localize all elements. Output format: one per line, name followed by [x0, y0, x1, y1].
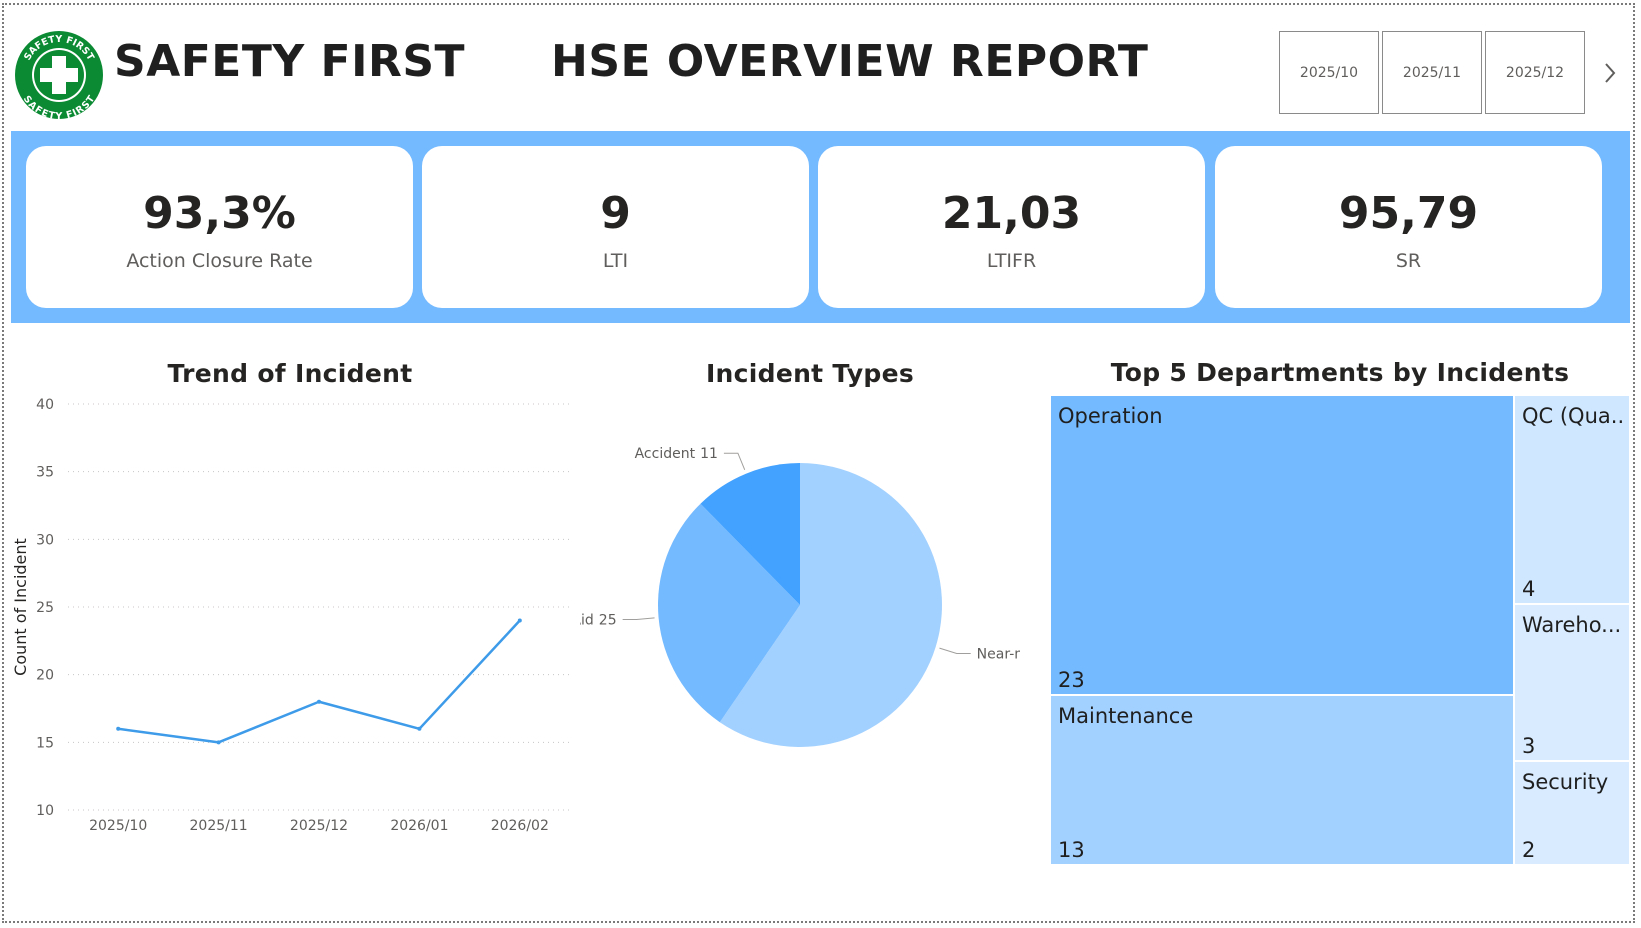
treemap-cell-value: 13 [1058, 837, 1085, 862]
treemap-cell-label: Operation [1058, 404, 1163, 428]
kpi-value: 95,79 [1338, 188, 1479, 239]
trend-line-chart[interactable]: 10 15 20 25 30 35 40 2025/10 2025/11 2025/12 2026/… [0, 390, 580, 870]
data-point [317, 699, 321, 704]
safety-first-logo: SAFETY FIRST SAFETY FIRST [15, 31, 103, 120]
treemap-cell[interactable]: Maintenance 13 [1050, 695, 1514, 865]
pie-data-label: Near-miss53 [977, 646, 1020, 662]
data-point [517, 618, 522, 623]
pie-label-category: First Aid [580, 612, 594, 628]
treemap-cell-value: 23 [1058, 668, 1085, 693]
treemap-cell[interactable]: Security 2 [1514, 760, 1630, 865]
kpi-card-ltifr[interactable]: 21,03 LTIFR [818, 146, 1205, 308]
pie-label-category: Accident [635, 446, 696, 462]
treemap-cell-label: Security [1522, 769, 1609, 794]
data-point [116, 726, 121, 731]
slicer-item-2025-10[interactable]: 2025/10 [1279, 31, 1379, 114]
treemap-title: Top 5 Departments by Incidents [1110, 358, 1570, 387]
kpi-label: Action Closure Rate [126, 250, 313, 272]
kpi-value: 93,3% [143, 188, 296, 239]
slicer-item-2025-11[interactable]: 2025/11 [1382, 31, 1482, 114]
kpi-value: 21,03 [941, 188, 1082, 239]
y-tick-label: 25 [36, 600, 54, 616]
leader-line [622, 617, 655, 620]
y-tick-label: 30 [36, 532, 54, 548]
data-point [417, 726, 422, 731]
pie-label-category: Near-miss [977, 646, 1020, 662]
data-point [216, 740, 221, 745]
y-tick-label: 40 [36, 397, 54, 413]
treemap-cell[interactable]: QC (Qua... 4 [1514, 395, 1630, 604]
kpi-label: LTIFR [986, 250, 1037, 272]
slicer-item-2025-12[interactable]: 2025/12 [1485, 31, 1585, 114]
kpi-value: 9 [600, 188, 631, 239]
kpi-label: LTI [602, 250, 629, 272]
brand-name: SAFETY FIRST [114, 36, 466, 87]
treemap-cell-value: 2 [1522, 837, 1536, 862]
leader-line [723, 452, 746, 471]
treemap-cell-label: Wareho... [1522, 612, 1622, 637]
x-tick-label: 2025/10 [89, 818, 147, 834]
kpi-card-action-closure[interactable]: 93,3% Action Closure Rate [26, 146, 413, 308]
treemap-cell[interactable]: Wareho... 3 [1514, 603, 1630, 761]
x-tick-label: 2026/02 [491, 818, 549, 834]
y-tick-label: 35 [36, 465, 54, 481]
treemap-cell-value: 3 [1522, 733, 1536, 758]
y-tick-label: 10 [36, 803, 54, 819]
trend-chart-title: Trend of Incident [167, 359, 413, 388]
report-canvas-border [2, 3, 1635, 923]
pie-label-value: 11 [700, 446, 718, 462]
y-axis-label: Count of Incident [11, 538, 30, 676]
y-tick-label: 20 [36, 668, 54, 684]
departments-treemap[interactable]: Operation 23 Maintenance 13 QC (Qua... 4 Wareh… [1050, 395, 1630, 865]
treemap-cell-value: 4 [1522, 576, 1536, 601]
x-tick-label: 2026/01 [390, 818, 448, 834]
pie-slice [719, 463, 942, 747]
incident-trend-line [118, 619, 521, 744]
kpi-card-lti[interactable]: 9 LTI [422, 146, 809, 308]
pie-data-label: Accident 11 [635, 446, 718, 462]
pie-slice [658, 503, 800, 723]
pie-data-label: First Aid 25 [580, 612, 617, 628]
report-title: HSE OVERVIEW REPORT [551, 36, 1149, 87]
pie-label-value: 25 [599, 612, 617, 628]
kpi-card-sr[interactable]: 95,79 SR [1215, 146, 1602, 308]
pie-chart-title: Incident Types [705, 359, 915, 388]
slicer-next-button[interactable] [1598, 55, 1622, 91]
x-tick-label: 2025/12 [290, 818, 348, 834]
chevron-right-icon [1605, 63, 1616, 83]
kpi-label: SR [1395, 250, 1422, 272]
x-tick-label: 2025/11 [190, 818, 248, 834]
kpi-band: 93,3% Action Closure Rate 9 LTI 21,03 LT… [11, 131, 1630, 323]
period-slicer: 2025/10 2025/11 2025/12 [1279, 31, 1588, 114]
leader-line [939, 647, 971, 654]
treemap-cell-label: Maintenance [1058, 704, 1194, 729]
treemap-cell-label: QC (Qua... [1522, 404, 1625, 428]
y-tick-label: 15 [36, 735, 54, 751]
treemap-cell[interactable]: Operation 23 [1050, 395, 1514, 696]
pie-slice [700, 463, 800, 605]
